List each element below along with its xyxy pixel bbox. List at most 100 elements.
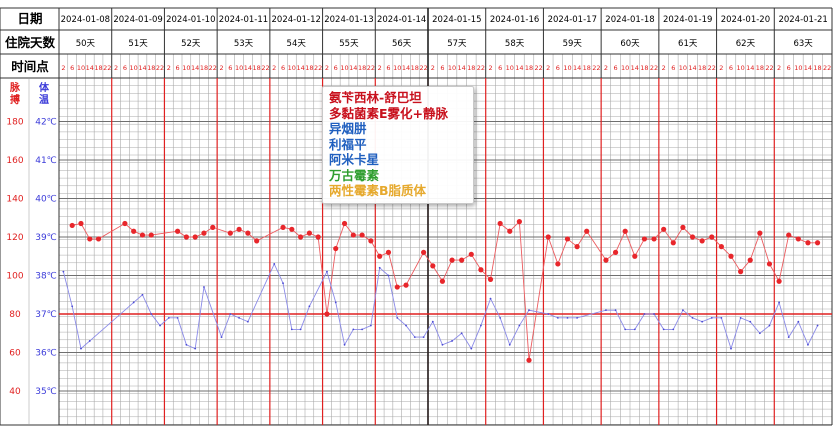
pulse-point	[632, 253, 638, 259]
pulse-point	[478, 267, 484, 273]
pulse-point	[766, 261, 773, 267]
time-point-label: 14	[296, 64, 304, 72]
temp-point	[556, 316, 559, 319]
pulse-point	[78, 220, 84, 227]
time-point-label: 6	[556, 64, 560, 72]
hospital-day-label: 60天	[620, 39, 640, 49]
hospital-day-label: 51天	[128, 39, 148, 49]
temp-point	[480, 324, 482, 327]
date-label: 2024-01-18	[605, 15, 654, 25]
time-point-label: 18	[640, 64, 648, 72]
temp-point	[141, 293, 144, 296]
temp-tick-label: 42℃	[35, 118, 57, 128]
temp-point	[691, 316, 694, 319]
time-point-label: 10	[448, 64, 456, 72]
temp-point	[441, 343, 444, 346]
time-point-label: 2	[488, 64, 492, 72]
time-point-label: 22	[419, 64, 427, 72]
time-point-label: 22	[823, 64, 831, 72]
time-point-label: 10	[288, 64, 296, 72]
time-point-label: 14	[804, 64, 812, 72]
pulse-point	[175, 228, 181, 234]
pulse-point	[564, 236, 571, 242]
hospital-day-label: 55天	[339, 39, 359, 49]
pulse-point	[298, 234, 304, 240]
temp-point	[273, 263, 276, 265]
pulse-point	[254, 238, 260, 244]
pulse-point	[280, 224, 286, 230]
pulse-tick-label: 60	[9, 349, 21, 359]
temp-point	[566, 316, 569, 319]
pulse-title: 脉	[9, 81, 21, 94]
pulse-tick-label: 100	[6, 272, 23, 282]
temp-tick-label: 37℃	[35, 310, 57, 320]
time-point-label: 6	[228, 64, 232, 72]
pulse-point	[394, 284, 400, 290]
time-point-label: 14	[244, 64, 252, 72]
time-point-label: 6	[440, 64, 444, 72]
time-point-label: 14	[458, 64, 466, 72]
time-point-label: 6	[334, 64, 338, 72]
temp-point	[614, 309, 617, 312]
pulse-series	[69, 219, 821, 363]
date-label: 2024-01-14	[377, 15, 426, 25]
temp-point	[159, 324, 161, 327]
temp-point	[150, 313, 153, 315]
pulse-point	[403, 282, 409, 288]
temp-point	[299, 328, 302, 331]
pulse-point	[622, 228, 628, 234]
pulse-point	[507, 228, 513, 234]
date-label: 2024-01-21	[778, 15, 827, 25]
pulse-point	[236, 226, 242, 232]
time-point-label: 14	[631, 64, 639, 72]
header-date-label: 日期	[17, 11, 42, 26]
pulse-point	[584, 228, 590, 234]
time-point-label: 6	[614, 64, 618, 72]
temp-point	[682, 309, 684, 312]
time-point-label: 10	[736, 64, 744, 72]
temp-point	[710, 316, 713, 319]
pulse-tick-label: 140	[6, 195, 23, 205]
temp-point	[662, 328, 665, 331]
temp-point	[352, 328, 355, 331]
pulse-point	[805, 240, 811, 246]
time-point-label: 6	[176, 64, 180, 72]
pulse-point	[430, 263, 436, 269]
time-point-label: 18	[200, 64, 208, 72]
time-point-label: 14	[402, 64, 410, 72]
pulse-point	[680, 224, 686, 230]
pulse-point	[333, 245, 339, 252]
pulse-point	[728, 253, 734, 259]
temp-point	[807, 343, 809, 346]
temp-point	[185, 343, 188, 346]
hospital-day-label: 54天	[287, 39, 307, 49]
temp-point	[334, 301, 337, 304]
temp-point	[361, 328, 364, 331]
temp-point	[758, 332, 761, 335]
time-point-label: 18	[813, 64, 821, 72]
temp-point	[768, 324, 771, 327]
hospital-day-label: 50天	[76, 39, 96, 49]
pulse-point	[661, 226, 667, 232]
time-point-label: 18	[698, 64, 706, 72]
time-point-label: 10	[77, 64, 85, 72]
pulse-point	[289, 226, 295, 232]
temp-point	[518, 324, 521, 327]
time-point-label: 14	[746, 64, 754, 72]
temp-point	[220, 336, 223, 338]
time-point-label: 22	[477, 64, 485, 72]
temp-point	[643, 313, 646, 315]
time-point-label: 14	[138, 64, 146, 72]
pulse-point	[497, 220, 503, 227]
time-point-label: 10	[340, 64, 348, 72]
temp-point	[489, 297, 492, 300]
temp-point	[387, 274, 390, 277]
temp-point	[378, 266, 381, 269]
pulse-point	[468, 251, 474, 257]
pulse-point	[148, 232, 154, 238]
time-point-label: 22	[209, 64, 217, 72]
time-point-label: 14	[688, 64, 696, 72]
time-point-label: 2	[777, 64, 781, 72]
time-point-label: 2	[219, 64, 223, 72]
